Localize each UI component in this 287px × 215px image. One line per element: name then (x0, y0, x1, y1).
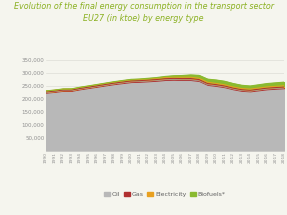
Text: Evolution of the final energy consumption in the transport sector
EU27 (in ktoe): Evolution of the final energy consumptio… (13, 2, 274, 23)
Legend: Oil, Gas, Electricity, Biofuels*: Oil, Gas, Electricity, Biofuels* (102, 189, 228, 200)
